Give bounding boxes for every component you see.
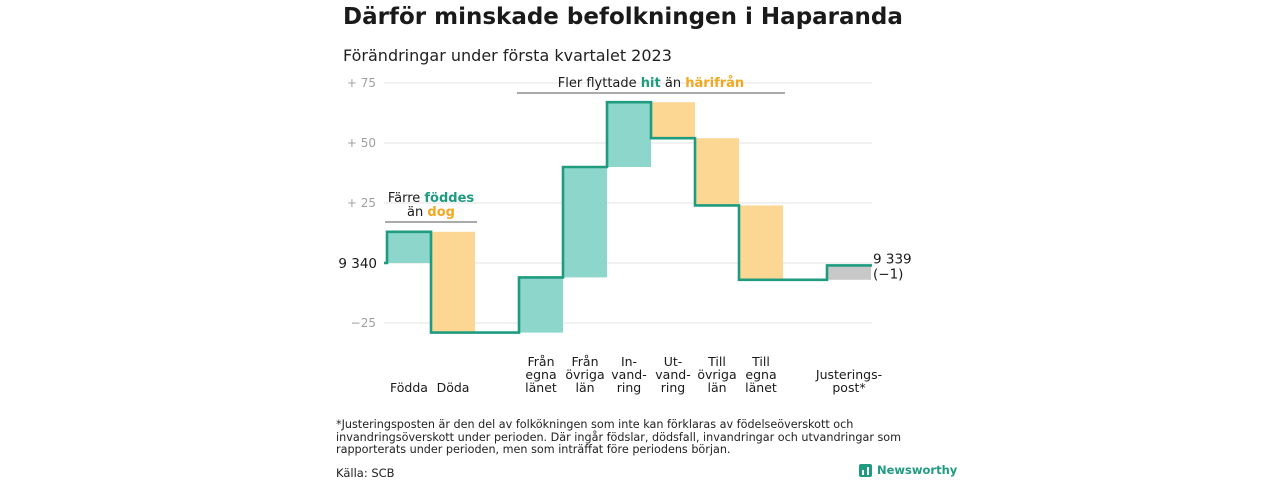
source-label: Källa: SCB (336, 466, 395, 480)
category-label: Justerings- (815, 367, 882, 382)
waterfall-bar (607, 102, 651, 167)
category-label: län (575, 380, 594, 395)
category-label: vand- (655, 367, 690, 382)
waterfall-bar (651, 102, 695, 139)
waterfall-bar (519, 277, 563, 333)
running-total-line (384, 100, 872, 334)
category-label: övriga (697, 367, 736, 382)
waterfall-bar (739, 205, 783, 280)
category-label: vand- (611, 367, 646, 382)
category-label: ring (617, 380, 641, 395)
y-tick-label: + 50 (347, 136, 376, 150)
category-label: post* (832, 380, 865, 395)
category-label: egna (745, 367, 776, 382)
category-label: Ut- (664, 354, 683, 369)
waterfall-bar (827, 265, 871, 280)
category-label: Födda (390, 380, 428, 395)
waterfall-chart: + 75 + 50 + 25 −25 9 340 9 339(−1) Födda Döda Fr… (338, 76, 912, 395)
category-label: Från (571, 354, 598, 369)
footnote: *Justeringsposten är den del av folkökni… (336, 418, 902, 456)
category-label: Till (751, 354, 770, 369)
chart-title: Därför minskade befolkningen i Haparanda (343, 4, 903, 30)
category-label: länet (745, 380, 777, 395)
category-label: ring (661, 380, 685, 395)
brand-name: Newsworthy (877, 463, 958, 477)
waterfall-bar (387, 231, 431, 263)
waterfall-bar (695, 138, 739, 206)
category-label: län (707, 380, 726, 395)
waterfall-bar (431, 231, 475, 333)
y-tick-label: + 75 (347, 76, 376, 90)
y-tick-label: + 25 (347, 196, 376, 210)
category-label: Till (707, 354, 726, 369)
annotation-text: Färre föddes (388, 191, 475, 206)
brand-logo: Newsworthy (859, 463, 957, 477)
end-change-label: (−1) (873, 266, 903, 282)
annotation-text: än dog (407, 205, 455, 220)
bar-chart-icon (859, 463, 872, 477)
category-label: övriga (565, 367, 604, 382)
end-value-label: 9 339 (873, 251, 912, 267)
category-label: egna (525, 367, 556, 382)
waterfall-bar (563, 167, 607, 278)
category-label: länet (525, 380, 557, 395)
start-value-label: 9 340 (338, 256, 377, 272)
annotation-text: Fler flyttade hit än härifrån (558, 76, 744, 91)
category-label: Från (527, 354, 554, 369)
category-label: Döda (437, 380, 470, 395)
chart-subtitle: Förändringar under första kvartalet 2023 (343, 46, 672, 65)
category-label: In- (621, 354, 637, 369)
y-tick-label: −25 (351, 316, 376, 330)
